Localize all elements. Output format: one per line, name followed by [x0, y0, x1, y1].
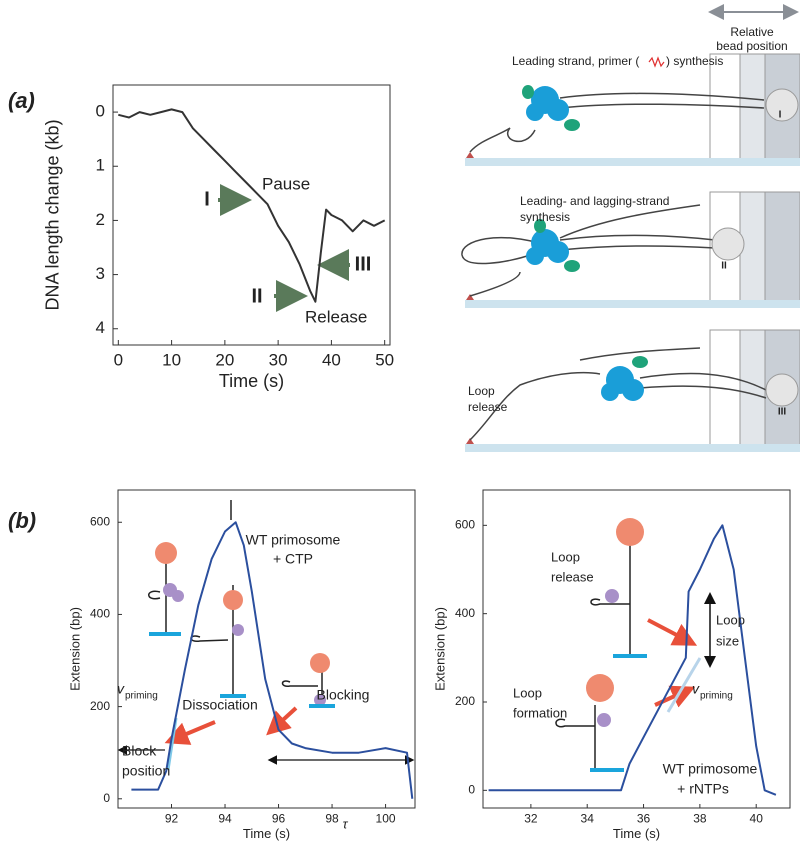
y-axis-label: Extension (bp) [67, 607, 82, 691]
annotation: Block [122, 743, 157, 759]
y-tick-label: 0 [103, 791, 110, 805]
bead-label: I [779, 110, 782, 121]
step-caption: Loop [468, 384, 495, 398]
panel-label: (b) [8, 508, 36, 533]
annotation: + CTP [273, 551, 313, 567]
step-caption: release [468, 400, 508, 414]
replication-diagram: Relative bead position [461, 4, 800, 452]
annotation: position [122, 763, 170, 779]
x-axis-label: Time (s) [243, 826, 290, 841]
data-line [131, 521, 414, 799]
x-tick-label: 94 [218, 812, 232, 826]
y-tick-label: 400 [455, 606, 475, 620]
x-tick-label: 40 [750, 812, 764, 826]
x-tick-label: 10 [162, 351, 181, 370]
y-tick-label: 0 [468, 783, 475, 797]
data-line [488, 524, 777, 796]
step-caption: Leading strand, primer ( [512, 54, 639, 68]
plot-frame [112, 84, 391, 346]
y-tick-label: 4 [96, 318, 105, 337]
x-tick-label: 34 [581, 812, 595, 826]
y-tick-label: 1 [96, 156, 105, 175]
annotation: III [355, 253, 372, 275]
panel-label: (a) [8, 88, 35, 113]
annotation: Loop [551, 549, 580, 564]
bead-label: III [778, 407, 787, 418]
y-tick-label: 3 [96, 264, 105, 283]
annotation: release [551, 569, 594, 584]
x-tick-label: 100 [376, 812, 396, 826]
x-tick-label: 0 [114, 351, 123, 370]
bead-axis-label: bead position [716, 39, 787, 53]
x-tick-label: 20 [215, 351, 234, 370]
annotation: + rNTPs [677, 781, 729, 797]
annotation: II [251, 285, 262, 307]
primosome-insets [117, 500, 716, 772]
x-tick-label: 32 [524, 812, 538, 826]
annotation: v [692, 681, 700, 697]
annotation: Loop [513, 685, 542, 700]
annotation: priming [700, 691, 733, 702]
x-tick-label: 96 [272, 812, 286, 826]
step-caption: ) synthesis [666, 54, 723, 68]
annotation: Release [305, 307, 367, 326]
annotation: v [117, 681, 125, 697]
annotation-arrows [218, 184, 350, 312]
x-axis-label: Time (s) [219, 371, 284, 391]
y-axis-label: Extension (bp) [432, 607, 447, 691]
annotation: Loop [716, 612, 745, 627]
annotation: τ [343, 816, 349, 831]
x-tick-label: 38 [693, 812, 707, 826]
annotation: Pause [262, 174, 310, 193]
x-tick-label: 40 [322, 351, 341, 370]
annotation: Dissociation [182, 697, 257, 713]
x-tick-label: 98 [325, 812, 339, 826]
step-caption: synthesis [520, 210, 570, 224]
annotation: size [716, 633, 739, 648]
annotation: Blocking [317, 687, 370, 703]
plot-frame [482, 489, 791, 809]
annotation: WT primosome [246, 532, 341, 548]
y-tick-label: 0 [96, 102, 105, 121]
bead-axis-label: Relative [730, 25, 774, 39]
x-tick-label: 50 [375, 351, 394, 370]
x-tick-label: 92 [165, 812, 179, 826]
y-tick-label: 400 [90, 607, 110, 621]
annotation: I [204, 188, 210, 210]
annotation: priming [125, 691, 158, 702]
data-line [118, 108, 386, 303]
step-caption: Leading- and lagging-strand [520, 194, 669, 208]
y-tick-label: 200 [90, 699, 110, 713]
bead-label: II [721, 261, 727, 272]
x-axis-label: Time (s) [613, 826, 660, 841]
y-tick-label: 600 [455, 518, 475, 532]
y-tick-label: 600 [90, 514, 110, 528]
x-tick-label: 36 [637, 812, 651, 826]
y-tick-label: 200 [455, 694, 475, 708]
y-tick-label: 2 [96, 210, 105, 229]
y-axis-label: DNA length change (kb) [42, 119, 62, 310]
annotation: WT primosome [663, 761, 758, 777]
annotation: formation [513, 705, 567, 720]
x-tick-label: 30 [269, 351, 288, 370]
plot-frame [117, 489, 416, 809]
